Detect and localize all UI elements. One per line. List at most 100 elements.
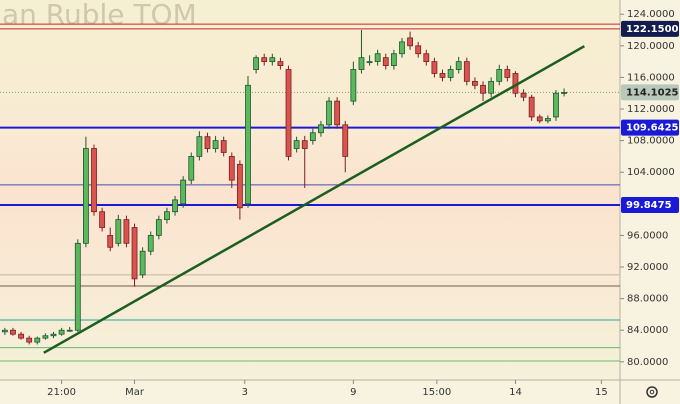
candle-body (10, 329, 16, 335)
y-tick-label: 116.0000 (627, 72, 675, 83)
candle-body (407, 37, 413, 47)
level-label-box (621, 197, 679, 214)
gear-center[interactable] (649, 389, 655, 395)
candle-body (139, 250, 146, 276)
y-tick-label: 88.0000 (627, 294, 668, 305)
candle-body (147, 235, 154, 252)
y-tick-label: 92.0000 (627, 262, 668, 273)
plot-area (0, 0, 620, 380)
candle-body (204, 136, 211, 149)
candle-body (236, 163, 243, 209)
candle-body (472, 80, 478, 86)
gear[interactable] (646, 386, 658, 398)
candle-body (26, 337, 33, 343)
settings-icon[interactable] (646, 386, 658, 398)
level-label: 109.6425 (626, 123, 679, 134)
candle-body (253, 57, 260, 70)
candle-body (107, 235, 114, 248)
candle-body (334, 100, 341, 126)
level-label: 122.1500 (626, 24, 679, 35)
candle-body (520, 92, 527, 98)
candle-body (99, 211, 106, 228)
candle-body (245, 84, 251, 205)
candle-body (261, 57, 268, 63)
trend-line (43, 45, 585, 354)
y-tick-label: 112.0000 (627, 104, 675, 115)
last-price-label: 114.1025 (626, 87, 679, 98)
candle-body (1, 329, 8, 333)
candle-body (455, 61, 462, 70)
level-label: 99.8475 (626, 200, 672, 211)
candle-body (374, 53, 381, 63)
candle-body (212, 140, 219, 149)
candle-body (399, 41, 405, 55)
candle-body (172, 199, 178, 213)
candle-body (293, 140, 300, 149)
candle-body (390, 53, 397, 66)
candle-body (350, 69, 357, 102)
candle-body (277, 61, 284, 66)
y-tick-label: 96.0000 (627, 230, 668, 241)
y-tick-label: 124.0000 (627, 9, 675, 20)
candle-body (536, 116, 543, 122)
x-tick-label: 3 (242, 387, 248, 398)
candle-body (463, 61, 470, 82)
candle-body (488, 80, 495, 94)
candle-body (228, 156, 235, 181)
x-tick-label: Mar (125, 387, 145, 398)
candle-body (326, 100, 332, 126)
candle-body (496, 69, 503, 82)
candle-body (553, 92, 559, 118)
candle-body (66, 329, 73, 332)
x-tick-label: 21:00 (47, 387, 76, 398)
level-label-box (621, 20, 679, 37)
last-price-label-box (621, 84, 679, 101)
candle-body (155, 219, 162, 236)
candle-body (188, 156, 195, 181)
y-tick-label: 84.0000 (627, 325, 668, 336)
candle-body (18, 333, 24, 339)
candle-body (366, 61, 373, 64)
candle-body (439, 73, 446, 78)
candle-body (318, 124, 324, 134)
candle-body (415, 45, 422, 55)
candle-body (58, 329, 65, 335)
x-tick-label: 15 (595, 387, 608, 398)
candle-body (180, 179, 187, 205)
candle-body (42, 335, 49, 339)
level-label-box (621, 119, 679, 136)
candle-body (74, 242, 81, 331)
candle-body (123, 219, 130, 244)
candle-body (431, 61, 438, 74)
y-tick-label: 120.0000 (627, 41, 675, 52)
candle-body (309, 132, 316, 142)
y-tick-label: 104.0000 (627, 167, 675, 178)
candle-body (358, 57, 365, 70)
candle-body (561, 92, 567, 94)
x-tick-label: 14 (509, 387, 522, 398)
candle-body (220, 140, 227, 153)
candle-body (91, 148, 97, 213)
candle-body (480, 84, 486, 94)
y-tick-label: 108.0000 (627, 136, 675, 147)
candle-body (269, 57, 276, 63)
candle-body (34, 337, 41, 343)
candle-body (382, 57, 389, 66)
candle-body (301, 140, 308, 149)
candle-body (196, 136, 203, 157)
candle-body (544, 118, 551, 122)
x-tick-label: 15:00 (422, 387, 451, 398)
x-tick-label: 9 (350, 387, 356, 398)
candle-body (504, 69, 511, 78)
y-tick-label: 80.0000 (627, 357, 668, 368)
chart-title: an Ruble TOM (2, 0, 197, 31)
candle-body (447, 69, 454, 78)
candle-body (285, 69, 292, 157)
candle-body (528, 96, 535, 118)
candle-body (342, 124, 349, 157)
candle-body (83, 148, 89, 244)
candle-body (423, 53, 430, 63)
candle-body (131, 227, 138, 280)
